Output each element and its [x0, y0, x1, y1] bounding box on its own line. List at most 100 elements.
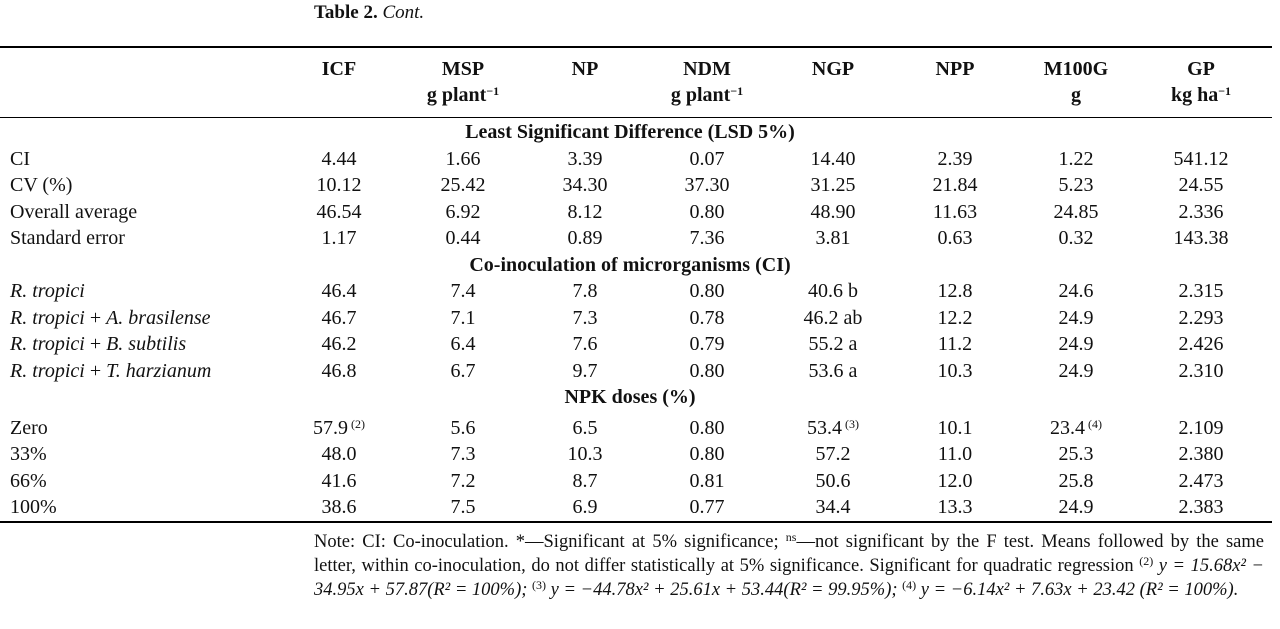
table-caption: Table 2. Cont.: [314, 2, 424, 24]
table-cell: 40.6 b: [808, 280, 858, 302]
table-cell: 2.336: [1178, 200, 1224, 223]
table-cell: 3.39: [567, 147, 603, 170]
equation-2: y = 15.68x² − 34.95x + 57.87(R² = 100%);: [314, 556, 1265, 600]
note-sup-2: (2): [1139, 554, 1154, 568]
bottom-rule: [0, 521, 1272, 523]
table-cell: 53.4 (3): [807, 416, 859, 439]
table-cell: 57.9 (2): [313, 416, 365, 439]
table-cell: 2.109: [1178, 416, 1224, 439]
table-cell: 6.9: [572, 496, 598, 518]
table-cell: 23.4 (4): [1050, 416, 1102, 439]
table-row: CV (%) 10.12 25.42 34.30 37.30 31.25 21.84 5.23…: [0, 172, 1272, 198]
footnote-marker: (2): [348, 416, 365, 431]
table-cell: 2.315: [1178, 280, 1224, 302]
table-cell: 7.5: [450, 496, 476, 518]
table-cell: 0.80: [689, 200, 725, 223]
section-title: Least Significant Difference (LSD 5%): [465, 121, 795, 143]
equation-4: y = −6.14x² + 7.63x + 23.42 (R² = 100%).: [920, 580, 1239, 600]
column-header-npp: NPP: [935, 58, 975, 80]
footnote-marker: (3): [842, 416, 859, 431]
table-cell: 2.39: [937, 147, 973, 170]
footnote-marker: (4): [1085, 416, 1102, 431]
table-row: 66% 41.6 7.2 8.7 0.81 50.6 12.0 25.8 2.473: [0, 468, 1272, 494]
table-cell: 2.473: [1178, 469, 1224, 492]
row-label: R. tropici: [10, 280, 85, 302]
table-note: Note: CI: Co-inoculation. *—Significant …: [314, 530, 1264, 602]
table-cont: Cont.: [382, 2, 425, 23]
table-cell: 0.79: [689, 333, 725, 355]
table-cell: 31.25: [810, 174, 856, 196]
table-cell: 24.55: [1178, 174, 1224, 196]
table-cell: 3.81: [815, 227, 851, 249]
table-cell: 10.1: [937, 416, 973, 439]
table-cell: 46.8: [321, 359, 357, 382]
note-text-2: —not significant by the F test. Means fo…: [314, 532, 1264, 576]
table-cell: 24.9: [1058, 359, 1094, 382]
table-row: Overall average 46.54 6.92 8.12 0.80 48.90 11.…: [0, 199, 1272, 225]
table-cell: 1.22: [1058, 147, 1094, 170]
table-cell: 34.4: [815, 496, 851, 518]
table-row: Standard error 1.17 0.44 0.89 7.36 3.81 0.63 0.…: [0, 225, 1272, 251]
table-cell: 8.12: [567, 200, 603, 223]
table-row: CI 4.44 1.66 3.39 0.07 14.40 2.39 1.22 541.12: [0, 146, 1272, 172]
table-cell: 0.89: [567, 227, 603, 249]
column-header-np: NP: [571, 58, 599, 80]
table-row: 100% 38.6 7.5 6.9 0.77 34.4 13.3 24.9 2.383: [0, 494, 1272, 520]
table-cell: 7.36: [689, 227, 725, 249]
table-cell: 10.12: [316, 174, 362, 196]
table-cell: 46.2: [321, 333, 357, 355]
row-label: CI: [10, 147, 30, 170]
table-cell: 0.32: [1058, 227, 1094, 249]
table-cell: 24.9: [1058, 333, 1094, 355]
table-cell: 0.80: [689, 280, 725, 302]
table-cell: 48.90: [810, 200, 856, 223]
table-cell: 50.6: [815, 469, 851, 492]
table-cell: 0.80: [689, 359, 725, 382]
table-cell: 0.78: [689, 306, 725, 329]
table-cell: 24.85: [1053, 200, 1099, 223]
table-cell: 57.2: [815, 443, 851, 465]
table-cell: 5.6: [450, 416, 476, 439]
section-title: Co-inoculation of microrganisms (CI): [469, 253, 791, 276]
table-row: R. tropici + A. brasilense 46.7 7.1 7.3 0.78…: [0, 305, 1272, 331]
table-row: R. tropici + B. subtilis 46.2 6.4 7.6 0.79 55…: [0, 331, 1272, 357]
column-header-ndm: NDM g plant−1: [670, 58, 744, 106]
table-row: 33% 48.0 7.3 10.3 0.80 57.2 11.0 25.3 2.380: [0, 441, 1272, 467]
row-label: Standard error: [10, 227, 125, 249]
table-cell: 12.8: [937, 280, 973, 302]
table-cell: 7.3: [572, 306, 598, 329]
table-cell: 6.4: [450, 333, 476, 355]
table-cell: 0.07: [689, 147, 725, 170]
table-cell: 0.77: [689, 496, 725, 518]
table-cell: 0.80: [689, 416, 725, 439]
table-cell: 10.3: [937, 359, 973, 382]
table-cell: 24.9: [1058, 306, 1094, 329]
table-cell: 46.2 ab: [803, 306, 863, 329]
table-cell: 7.6: [572, 333, 598, 355]
table-cell: 8.7: [572, 469, 598, 492]
table-cell: 12.2: [937, 306, 973, 329]
table-cell: 55.2 a: [808, 333, 858, 355]
row-label: R. tropici + B. subtilis: [10, 333, 187, 355]
table-cell: 41.6: [321, 469, 357, 492]
table-cell: 46.54: [316, 200, 362, 223]
row-label: 33%: [10, 443, 47, 465]
table-cell: 24.6: [1058, 280, 1094, 302]
table-cell: 1.66: [445, 147, 481, 170]
table-cell: 541.12: [1173, 147, 1229, 170]
table-cell: 6.92: [445, 200, 481, 223]
table-cell: 14.40: [810, 147, 856, 170]
row-label: Zero: [10, 416, 48, 439]
table-cell: 7.3: [450, 443, 476, 465]
table-cell: 0.80: [689, 443, 725, 465]
table-cell: 4.44: [321, 147, 357, 170]
table-cell: 46.7: [321, 306, 357, 329]
note-text-1: Note: CI: Co-inoculation. *—Significant …: [314, 532, 779, 552]
row-label: 100%: [10, 496, 57, 518]
table-cell: 48.0: [321, 443, 357, 465]
table-cell: 6.5: [572, 416, 598, 439]
equation-3: y = −44.78x² + 25.61x + 53.44(R² = 99.95…: [550, 580, 898, 600]
table-cell: 34.30: [562, 174, 608, 196]
note-ns: ns: [785, 530, 797, 544]
table-cell: 7.2: [450, 469, 476, 492]
